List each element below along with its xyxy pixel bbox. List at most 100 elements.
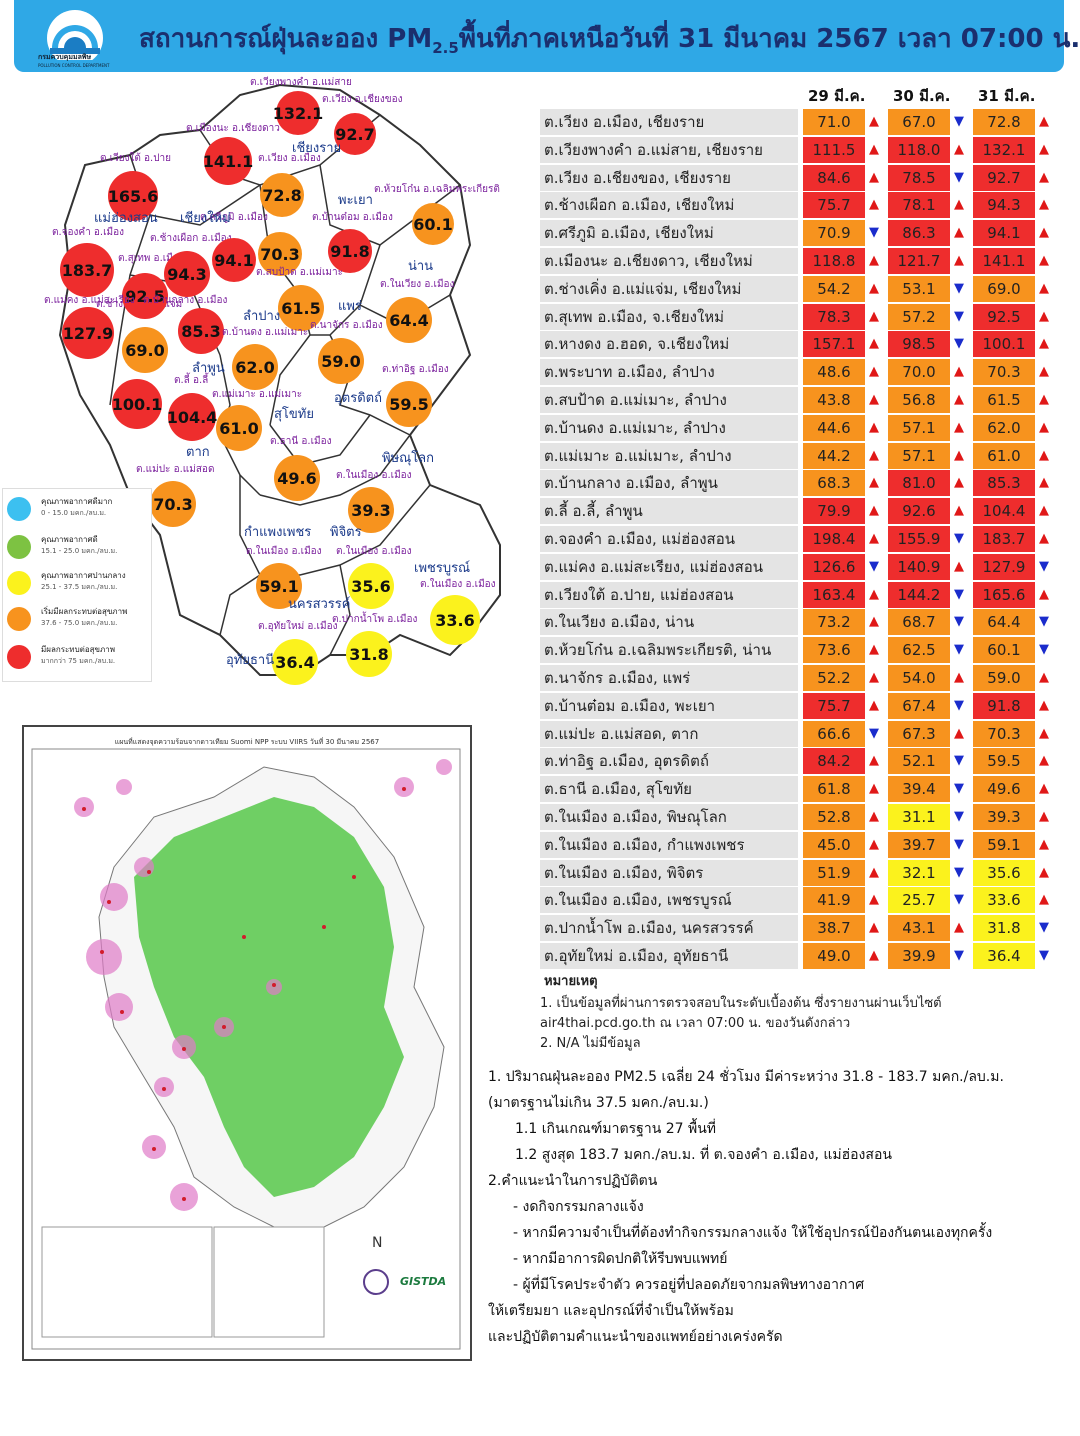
trend-up-icon: ▲ <box>869 531 879 546</box>
table-row: ต.พระบาท อ.เมือง, ลำปาง 48.6 ▲ 70.0 ▲ 70.3 ▲ <box>540 359 1060 386</box>
pm25-value-cell: 165.6 <box>973 581 1035 608</box>
legend-item: มีผลกระทบต่อสุขภาพ มากกว่า 75 มคก./ลบ.ม. <box>7 641 149 677</box>
pm25-value-cell: 59.1 <box>973 831 1035 858</box>
trend-down-icon: ▼ <box>954 864 964 880</box>
map-label: ต.เวียง อ.เมือง <box>258 153 321 164</box>
map-bubble: 165.6 <box>108 171 158 221</box>
notes-heading: หมายเหตุ <box>544 974 598 989</box>
province-label: เพชรบูรณ์ <box>414 561 471 576</box>
pm25-value-cell: 104.4 <box>973 498 1035 525</box>
station-name: ต.ธานี อ.เมือง, สุโขทัย <box>540 776 798 803</box>
summary-line: 2.คำแนะนำในการปฏิบัติตน <box>488 1173 658 1189</box>
legend-title: คุณภาพอากาศดี <box>41 535 98 544</box>
summary-line: (มาตรฐานไม่เกิน 37.5 มคก./ลบ.ม.) <box>488 1095 709 1111</box>
station-name: ต.ช้างเผือก อ.เมือง, เชียงใหม่ <box>540 192 798 219</box>
trend-up-icon: ▲ <box>869 503 879 519</box>
pm25-value-cell: 66.6 <box>803 720 865 747</box>
map-label: ต.ปากน้ำโพ อ.เมือง <box>332 614 418 625</box>
trend-up-icon: ▲ <box>954 670 964 685</box>
legend-title: คุณภาพอากาศปานกลาง <box>41 571 126 580</box>
table-row: ต.เวียงพางคำ อ.แม่สาย, เชียงราย 111.5 ▲ 118… <box>540 136 1060 163</box>
trend-down-icon: ▼ <box>954 781 964 797</box>
map-bubble: 183.7 <box>60 243 114 297</box>
summary-line: - ผู้ที่มีโรคประจำตัว ควรอยู่ที่ปลอดภัยจ… <box>513 1277 865 1293</box>
pm25-value-cell: 53.1 <box>888 275 950 302</box>
trend-up-icon: ▲ <box>869 670 879 685</box>
trend-up-icon: ▲ <box>954 475 964 491</box>
trend-up-icon: ▲ <box>1039 392 1049 407</box>
trend-up-icon: ▲ <box>869 197 879 213</box>
map-bubble: 62.0 <box>232 344 278 390</box>
pm25-value-cell: 78.3 <box>803 303 865 330</box>
map-label: ต.เวียง อ.เชียงของ <box>322 94 403 105</box>
station-name: ต.เวียงใต้ อ.ปาย, แม่ฮ่องสอน <box>540 581 798 608</box>
trend-up-icon: ▲ <box>869 392 879 407</box>
trend-up-icon: ▲ <box>869 308 879 324</box>
trend-up-icon: ▲ <box>869 948 879 963</box>
pm25-value-cell: 36.4 <box>973 943 1035 969</box>
legend-range: 25.1 - 37.5 มคก./ลบ.ม. <box>41 583 118 591</box>
pm25-value-cell: 111.5 <box>803 136 865 163</box>
pm25-value-cell: 81.0 <box>888 470 950 497</box>
map-bubble: 92.7 <box>334 113 376 155</box>
map-bubble: 60.1 <box>412 203 454 245</box>
map-label: ต.ในเมือง อ.เมือง <box>246 546 322 557</box>
station-name: ต.อุทัยใหม่ อ.เมือง, อุทัยธานี <box>540 943 798 969</box>
trend-down-icon: ▼ <box>869 725 879 741</box>
trend-down-icon: ▼ <box>954 697 964 713</box>
trend-down-icon: ▼ <box>954 169 964 185</box>
station-name: ต.ในเมือง อ.เมือง, กำแพงเพชร <box>540 831 798 858</box>
map-bubble: 72.8 <box>260 173 304 217</box>
pm25-value-cell: 39.9 <box>888 943 950 969</box>
pm25-value-cell: 43.1 <box>888 915 950 942</box>
pm25-value-cell: 41.9 <box>803 887 865 914</box>
map-label: ต.ห้วยโก๋น อ.เฉลิมพระเกียรติ <box>374 184 500 195</box>
table-row: ต.บ้านต๋อม อ.เมือง, พะเยา 75.7 ▲ 67.4 ▼ 91.8 ▲ <box>540 692 1060 719</box>
station-name: ต.ลี้ อ.ลี้, ลำพูน <box>540 498 798 525</box>
column-header: 30 มี.ค. <box>893 87 951 105</box>
pm25-value-cell: 132.1 <box>973 136 1035 163</box>
trend-up-icon: ▲ <box>869 920 879 936</box>
summary-line: 1. ปริมาณฝุ่นละออง PM2.5 เฉลี่ย 24 ชั่วโ… <box>488 1069 1004 1085</box>
map-bubble: 104.4 <box>167 393 217 441</box>
note-line: air4thai.pcd.go.th ณ เวลา 07:00 น. ของวั… <box>540 1016 851 1031</box>
legend-title: คุณภาพอากาศดีมาก <box>41 497 113 506</box>
map-label: ต.จองคำ อ.เมือง <box>52 227 124 238</box>
pm25-value-cell: 39.3 <box>973 804 1035 830</box>
province-label: น่าน <box>408 259 434 274</box>
pm25-value-cell: 70.0 <box>888 359 950 386</box>
station-name: ต.สบป้าด อ.แม่เมาะ, ลำปาง <box>540 387 798 413</box>
legend-range: มากกว่า 75 มคก./ลบ.ม. <box>41 657 116 665</box>
station-name: ต.บ้านดง อ.แม่เมาะ, ลำปาง <box>540 414 798 441</box>
trend-up-icon: ▲ <box>954 225 964 241</box>
station-name: ต.พระบาท อ.เมือง, ลำปาง <box>540 359 798 386</box>
map-bubble: 91.8 <box>328 229 372 273</box>
trend-down-icon: ▼ <box>954 531 964 546</box>
trend-up-icon: ▲ <box>954 447 964 463</box>
pm25-value-cell: 67.4 <box>888 692 950 719</box>
trend-up-icon: ▲ <box>954 197 964 213</box>
station-name: ต.บ้านกลาง อ.เมือง, ลำพูน <box>540 470 798 497</box>
map-label: ต.นาจักร อ.เมือง <box>310 320 383 331</box>
map-bubble: 69.0 <box>122 327 168 373</box>
trend-up-icon: ▲ <box>869 809 879 824</box>
satellite-map-title: แผนที่แสดงจุดความร้อนจากดาวเทียม Suomi N… <box>114 738 380 746</box>
trend-up-icon: ▲ <box>1039 141 1049 157</box>
pm25-value-cell: 43.8 <box>803 387 865 413</box>
legend-range: 15.1 - 25.0 มคก./ลบ.ม. <box>41 547 118 555</box>
pm25-value-cell: 118.8 <box>803 248 865 274</box>
trend-up-icon: ▲ <box>1039 753 1049 769</box>
table-row: ต.สบป้าด อ.แม่เมาะ, ลำปาง 43.8 ▲ 56.8 ▲ 61.5 ▲ <box>540 387 1060 413</box>
pm25-value-cell: 52.1 <box>888 748 950 775</box>
trend-up-icon: ▲ <box>954 558 964 574</box>
trend-up-icon: ▲ <box>1039 280 1049 296</box>
trend-up-icon: ▲ <box>869 253 879 268</box>
trend-up-icon: ▲ <box>1039 475 1049 491</box>
map-bubble: 94.3 <box>164 251 210 297</box>
map-label: ต.สุเทพ อ.เมือง <box>118 253 184 264</box>
trend-up-icon: ▲ <box>954 503 964 519</box>
hotspot-satellite-map: แผนที่แสดงจุดความร้อนจากดาวเทียม Suomi N… <box>22 725 472 1361</box>
pm25-value-cell: 75.7 <box>803 692 865 719</box>
column-header: 31 มี.ค. <box>978 87 1036 105</box>
table-row: ต.เวียง อ.เมือง, เชียงราย 71.0 ▲ 67.0 ▼ 72.8 ▲ <box>540 109 1060 135</box>
